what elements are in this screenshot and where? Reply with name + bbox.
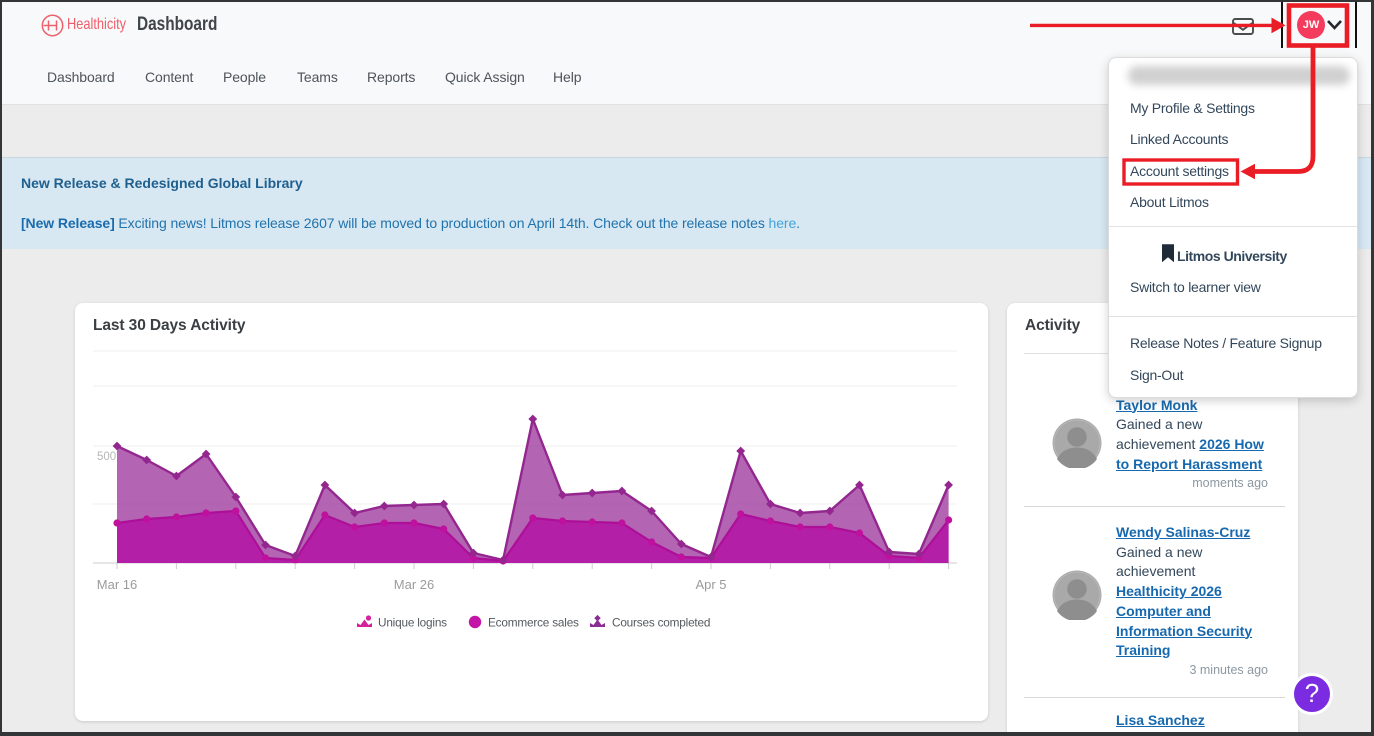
svg-text:Ecommerce sales: Ecommerce sales	[488, 616, 579, 630]
svg-text:Courses completed: Courses completed	[612, 616, 710, 630]
svg-text:500: 500	[97, 451, 116, 463]
svg-text:Unique logins: Unique logins	[378, 616, 447, 630]
svg-text:Mar 16: Mar 16	[97, 577, 137, 592]
svg-text:Apr 5: Apr 5	[695, 577, 726, 592]
svg-text:Mar 26: Mar 26	[394, 577, 434, 592]
